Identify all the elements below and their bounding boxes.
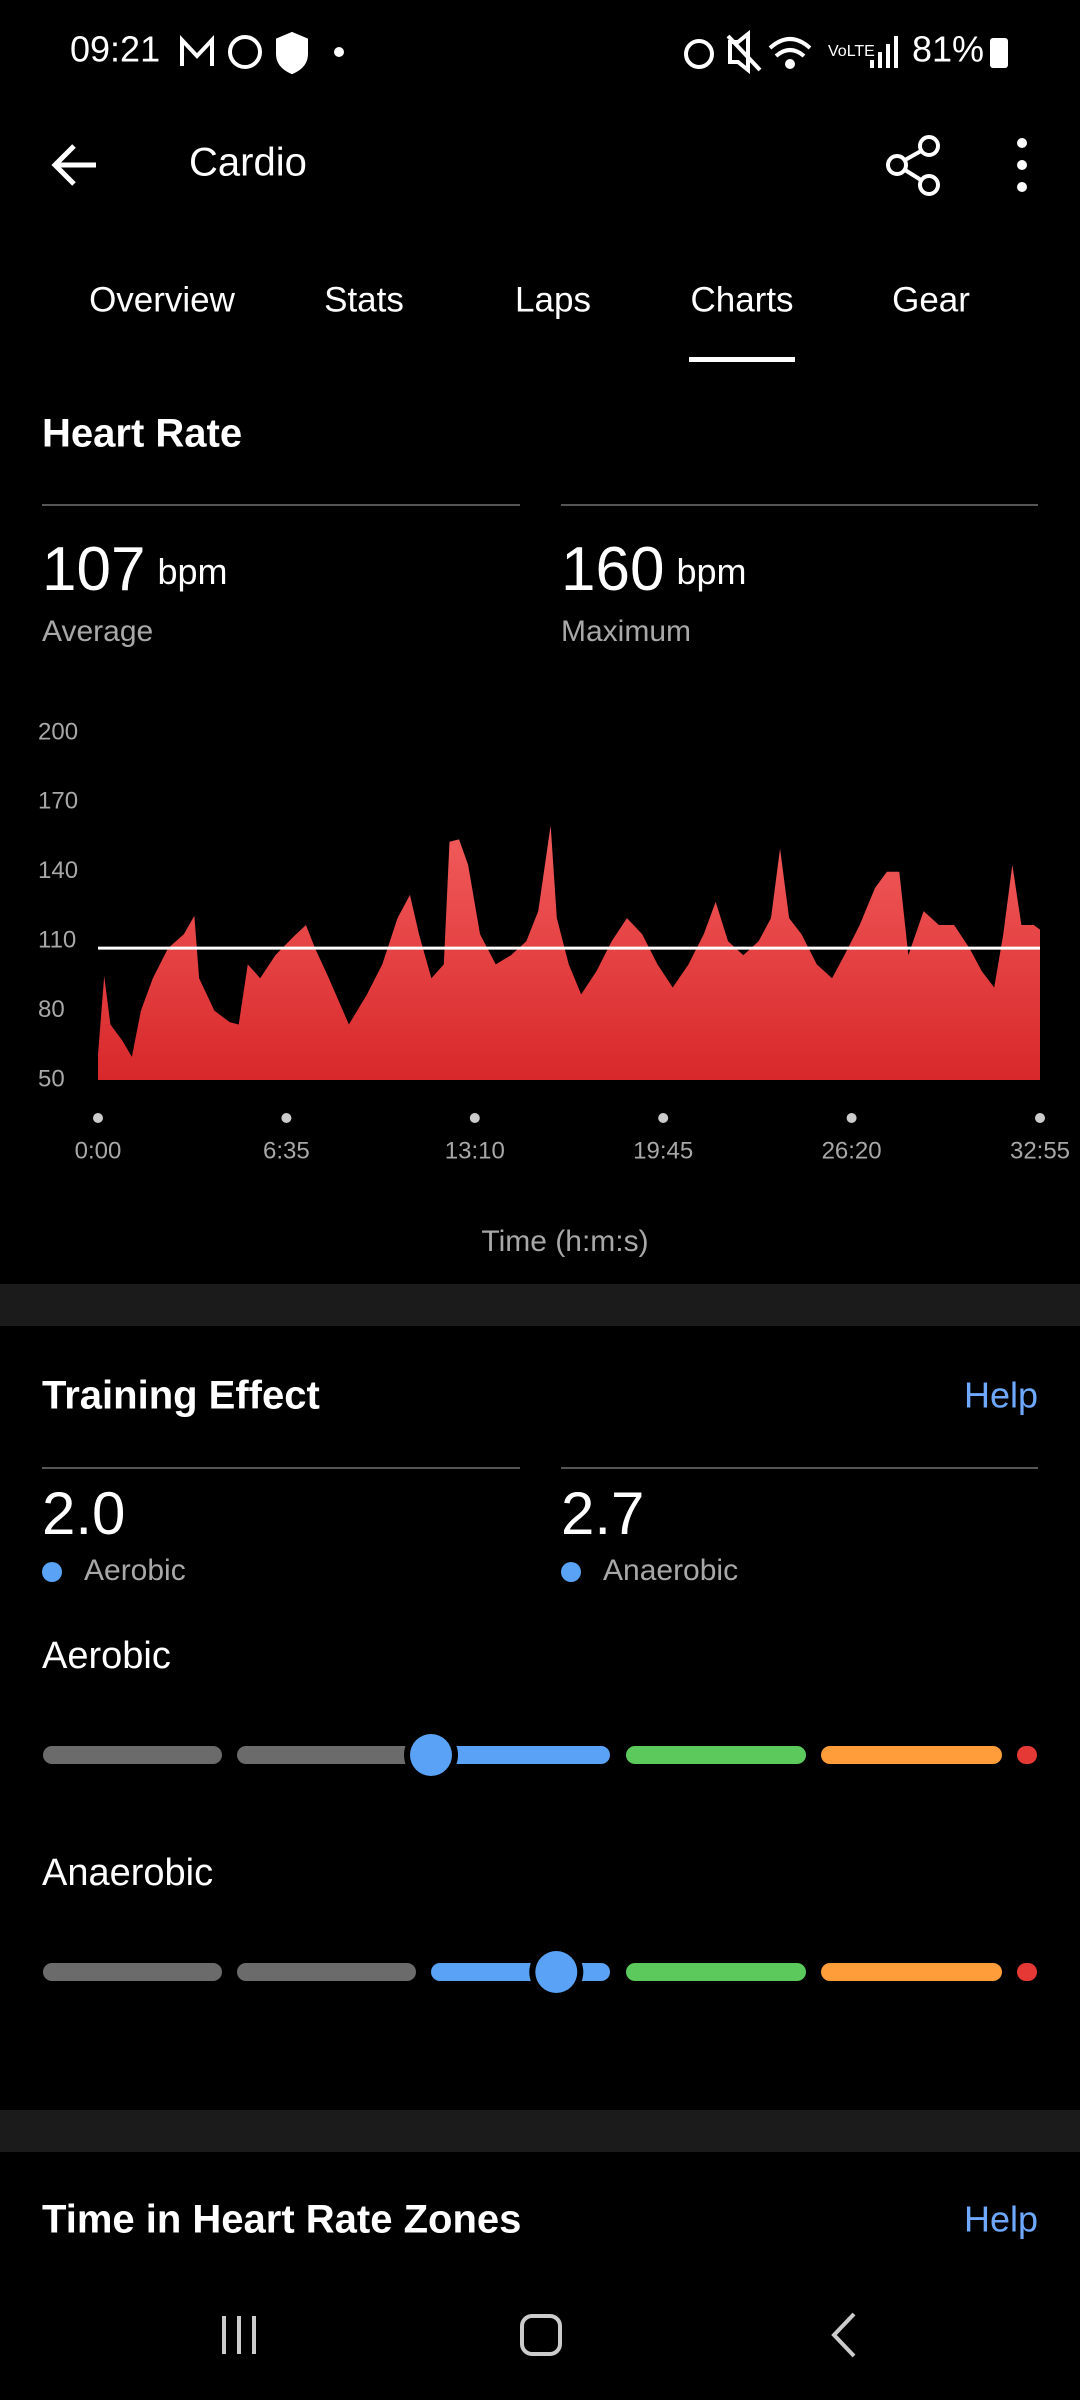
- heart-rate-area: [98, 825, 1040, 1080]
- x-tick-label: 26:20: [822, 1137, 882, 1164]
- slider-segment: [43, 1963, 222, 1981]
- stat-unit: bpm: [676, 551, 746, 592]
- x-axis-title: Time (h:m:s): [481, 1225, 648, 1258]
- maximum-stat: 160 bpm: [561, 535, 746, 604]
- slider-segment: [237, 1746, 416, 1764]
- notification-icons: [180, 31, 308, 75]
- average-stat: 107 bpm: [42, 535, 227, 604]
- y-tick-label: 110: [38, 927, 76, 954]
- slider-segment: [821, 1963, 1002, 1981]
- slider-segment: [626, 1963, 806, 1981]
- battery-text: 81%: [912, 29, 984, 70]
- system-icons: [684, 29, 898, 75]
- y-tick-label: 50: [38, 1065, 65, 1092]
- stat-value: 2.0: [42, 1480, 125, 1547]
- tab[interactable]: Overview: [89, 280, 236, 319]
- anaerobic-slider: [43, 1945, 1037, 1999]
- legend-dot: [42, 1562, 62, 1582]
- x-tick-dot: [1035, 1113, 1045, 1123]
- section-separator: [0, 2110, 1080, 2152]
- home-button[interactable]: [520, 2314, 562, 2356]
- slider-title: Aerobic: [42, 1635, 171, 1677]
- back-button[interactable]: [51, 144, 96, 186]
- stat-value: 2.7: [561, 1480, 644, 1547]
- y-tick-label: 170: [38, 788, 78, 815]
- stat-value: 160: [561, 535, 664, 604]
- aerobic-slider: [43, 1728, 1037, 1782]
- y-tick-label: 80: [38, 996, 65, 1023]
- legend-dot: [561, 1562, 581, 1582]
- x-tick-dot: [469, 1113, 480, 1123]
- share-button[interactable]: [886, 135, 940, 196]
- slider-segment: [1017, 1963, 1037, 1981]
- section-title: Training Effect: [42, 1374, 320, 1418]
- slider-segment: [431, 1746, 610, 1764]
- tab[interactable]: Laps: [515, 280, 591, 319]
- section-separator: [0, 1284, 1080, 1326]
- slider-knob: [535, 1951, 578, 1993]
- tabs: Overview Stats Laps Charts Gear: [89, 280, 970, 362]
- menu-button[interactable]: [1017, 138, 1027, 192]
- screen-title: Cardio: [189, 141, 307, 185]
- dot: [334, 47, 344, 57]
- battery-icon: [990, 38, 1008, 68]
- slider-segment: [43, 1746, 222, 1764]
- x-tick-dot: [846, 1113, 857, 1123]
- x-tick-label: 32:55: [1010, 1137, 1070, 1164]
- tab[interactable]: Gear: [892, 280, 970, 319]
- slider-segment: [821, 1746, 1002, 1764]
- help-link[interactable]: Help: [964, 1375, 1038, 1416]
- x-tick-label: 0:00: [75, 1137, 122, 1164]
- x-tick-label: 6:35: [263, 1137, 310, 1164]
- stat-unit: bpm: [157, 551, 227, 592]
- navigation-bar: [222, 2312, 856, 2358]
- x-tick-label: 19:45: [633, 1137, 693, 1164]
- stat-label: Anaerobic: [603, 1554, 738, 1587]
- clock: 09:21: [70, 29, 160, 70]
- x-tick-label: 13:10: [445, 1137, 505, 1164]
- stat-label: Maximum: [561, 615, 691, 648]
- x-tick-dot: [658, 1113, 669, 1123]
- recents-button[interactable]: [222, 2316, 256, 2354]
- back-nav-button[interactable]: [831, 2312, 856, 2358]
- slider-segment: [1017, 1746, 1037, 1764]
- tab[interactable]: Stats: [324, 280, 404, 319]
- slider-segment: [626, 1746, 806, 1764]
- stat-label: Aerobic: [84, 1554, 186, 1587]
- tab-indicator: [689, 357, 795, 362]
- volte-icon: VoLTE: [828, 43, 875, 60]
- stat-label: Average: [42, 615, 153, 648]
- tab[interactable]: Charts: [690, 280, 793, 319]
- y-tick-label: 200: [38, 718, 78, 745]
- y-tick-label: 140: [38, 857, 78, 884]
- slider-title: Anaerobic: [42, 1852, 213, 1894]
- x-tick-dot: [281, 1113, 292, 1123]
- help-link[interactable]: Help: [964, 2199, 1038, 2240]
- slider-knob: [410, 1734, 452, 1776]
- heart-rate-chart: 50 80 110 140 170 200 0:00 6:35 13:10 19:45 26:20 3…: [38, 718, 1070, 1164]
- x-tick-dot: [93, 1113, 103, 1123]
- slider-segment: [237, 1963, 416, 1981]
- stat-value: 107: [42, 535, 145, 604]
- section-title: Heart Rate: [42, 412, 242, 456]
- section-title: Time in Heart Rate Zones: [42, 2198, 521, 2242]
